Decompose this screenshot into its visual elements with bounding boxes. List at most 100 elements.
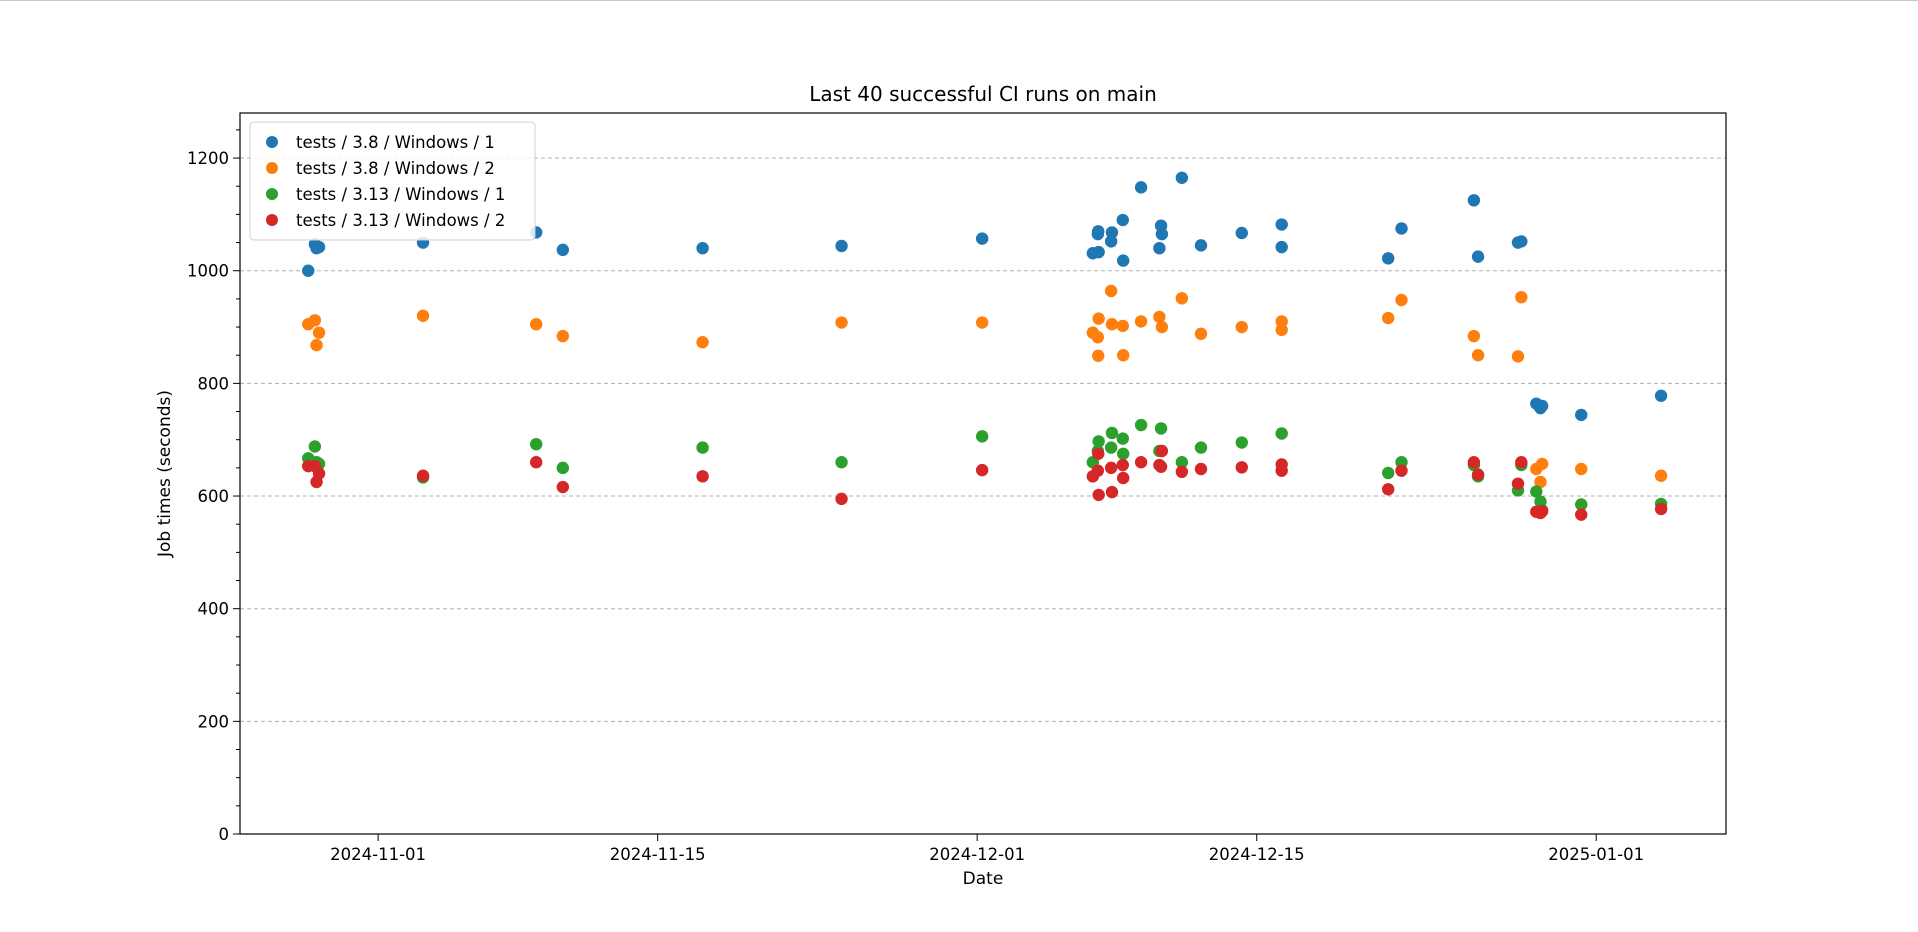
data-point [1092, 488, 1105, 502]
data-point [1515, 290, 1528, 304]
data-point [1275, 427, 1288, 440]
data-point [1092, 349, 1105, 362]
y-tick-label: 600 [198, 487, 230, 506]
data-point [1511, 477, 1525, 490]
x-axis-label: Date [963, 869, 1004, 889]
y-tick-label: 1000 [187, 262, 229, 281]
y-tick-label: 400 [198, 600, 230, 619]
data-point [1381, 483, 1395, 496]
data-point [1275, 218, 1288, 231]
data-point [1092, 435, 1105, 448]
x-tick-label: 2024-12-15 [1209, 845, 1305, 864]
data-point [530, 456, 543, 469]
legend-label: tests / 3.8 / Windows / 1 [296, 133, 495, 152]
data-point [1275, 464, 1288, 477]
data-point [1194, 327, 1208, 341]
data-point [696, 441, 709, 454]
y-tick-label: 200 [198, 712, 230, 731]
data-point [1395, 293, 1408, 307]
data-point [312, 467, 326, 480]
y-tick-label: 800 [198, 374, 230, 393]
data-point [1092, 312, 1105, 325]
legend-marker [266, 136, 278, 148]
data-point [1116, 471, 1130, 485]
data-point [556, 480, 570, 494]
series-2 [302, 284, 1668, 489]
data-point [556, 243, 570, 257]
data-point [1467, 329, 1481, 343]
data-point [312, 240, 326, 254]
y-tick-label: 0 [219, 825, 230, 844]
data-point [975, 316, 989, 329]
data-point [556, 329, 570, 343]
legend-label: tests / 3.13 / Windows / 1 [296, 185, 505, 204]
data-point [1515, 456, 1528, 469]
data-point [975, 232, 989, 245]
data-point [1155, 227, 1169, 241]
data-point [975, 430, 989, 443]
data-point [1175, 171, 1189, 184]
data-point [1235, 320, 1248, 334]
data-point [1471, 250, 1485, 263]
data-point [1104, 461, 1118, 475]
data-point [1175, 456, 1189, 469]
y-axis-label: Job times (seconds) [155, 390, 175, 558]
data-point [308, 440, 322, 453]
legend-label: tests / 3.13 / Windows / 2 [296, 211, 505, 230]
data-point [1381, 466, 1395, 480]
data-point [1575, 498, 1588, 511]
data-point [1530, 485, 1543, 498]
data-point [1104, 284, 1118, 298]
data-point [1534, 475, 1547, 489]
data-point [1175, 292, 1189, 305]
data-point [1155, 320, 1169, 334]
data-point [1105, 426, 1119, 440]
x-tick-label: 2024-11-01 [330, 845, 426, 864]
data-point [835, 316, 848, 329]
data-point [1467, 456, 1481, 469]
data-point [1381, 311, 1395, 325]
legend-marker [266, 214, 278, 226]
data-point [1116, 319, 1129, 333]
data-point [1154, 460, 1168, 473]
data-point [1654, 389, 1668, 402]
data-point [1092, 245, 1105, 259]
data-point [1235, 461, 1248, 474]
axes-frame [239, 112, 1727, 835]
data-point [1235, 226, 1248, 240]
data-point [1134, 418, 1148, 432]
legend: tests / 3.8 / Windows / 1 tests / 3.8 / W… [249, 121, 536, 241]
data-point [1155, 444, 1169, 458]
legend-marker [266, 162, 278, 174]
ticks-layer: 0 200 400 600 800 1000 1200 2024-11-01 2024-11-1… [187, 129, 1644, 864]
data-point [1235, 436, 1248, 449]
data-point [835, 492, 848, 506]
data-point [310, 338, 323, 352]
data-point [530, 438, 543, 451]
data-point [1116, 458, 1129, 472]
data-point [1471, 468, 1485, 481]
data-point [1175, 465, 1189, 479]
data-point [1105, 318, 1119, 331]
window-top-border [0, 0, 1918, 1]
data-point [975, 463, 989, 477]
series-4 [302, 444, 1668, 521]
data-point [312, 326, 326, 339]
data-point [1535, 457, 1549, 471]
x-tick-label: 2024-11-15 [610, 845, 706, 864]
data-point [1134, 456, 1148, 469]
points-layer [302, 171, 1668, 521]
data-point [835, 456, 848, 469]
data-point [1654, 469, 1668, 482]
data-point [1116, 432, 1129, 445]
data-point [835, 239, 848, 253]
data-point [1194, 239, 1208, 252]
data-point [1092, 447, 1105, 460]
y-tick-label: 1200 [187, 149, 229, 168]
data-point [1091, 464, 1105, 477]
data-point [1535, 399, 1549, 413]
data-point [1105, 485, 1119, 499]
data-point [1194, 441, 1208, 454]
data-point [1471, 349, 1485, 362]
